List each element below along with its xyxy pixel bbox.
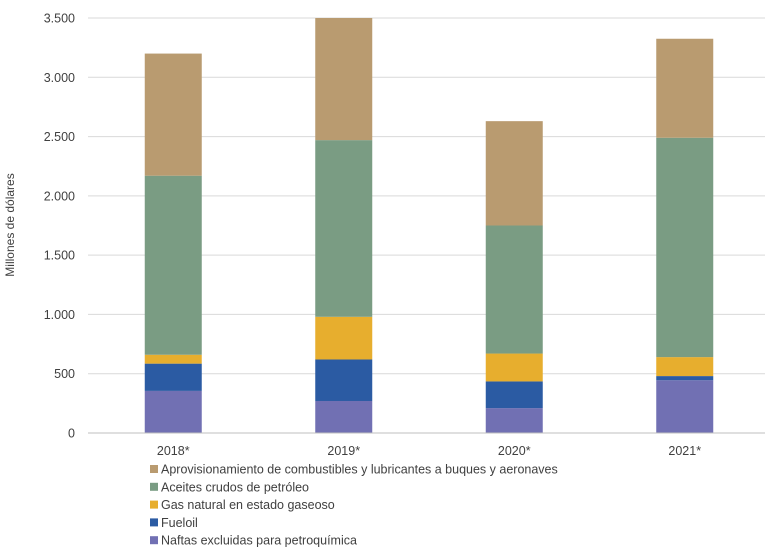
- bar-segment: [144, 354, 202, 364]
- legend-label: Gas natural en estado gaseoso: [161, 498, 335, 512]
- legend-item: Aprovisionamiento de combustibles y lubr…: [150, 463, 558, 477]
- bar-segment: [315, 400, 373, 433]
- bar-segment: [144, 363, 202, 391]
- x-tick-label: 2021*: [668, 444, 701, 458]
- bar-segment: [315, 140, 373, 317]
- legend: Aprovisionamiento de combustibles y lubr…: [150, 463, 558, 548]
- legend-label: Aceites crudos de petróleo: [161, 480, 309, 494]
- x-tick-label: 2018*: [157, 444, 190, 458]
- legend-item: Naftas excluidas para petroquímica: [150, 534, 357, 548]
- y-tick-label: 3.000: [44, 71, 75, 85]
- bar-segment: [656, 376, 714, 381]
- y-tick-label: 0: [68, 427, 75, 441]
- bar-segment: [656, 38, 714, 138]
- bar-segment: [656, 380, 714, 433]
- y-axis-title: Millones de dólares: [3, 173, 17, 276]
- bar-segment: [144, 53, 202, 176]
- bar-segment: [315, 316, 373, 360]
- axes: 0 500 1.000 1.500 2.000 2.500 3.000 3.500 2018* 2…: [44, 12, 765, 458]
- bar-segment: [144, 390, 202, 433]
- legend-label: Fueloil: [161, 516, 198, 530]
- y-tick-label: 500: [54, 367, 75, 381]
- legend-swatch: [150, 518, 158, 527]
- legend-label: Naftas excluidas para petroquímica: [161, 534, 357, 548]
- y-tick-label: 1.500: [44, 249, 75, 263]
- legend-swatch: [150, 500, 158, 509]
- bar-segment: [485, 121, 543, 226]
- bar-segment: [485, 225, 543, 354]
- x-tick-label: 2020*: [498, 444, 531, 458]
- bars: [144, 18, 714, 433]
- legend-label: Aprovisionamiento de combustibles y lubr…: [161, 463, 558, 477]
- legend-swatch: [150, 465, 158, 473]
- y-tick-label: 2.500: [44, 130, 75, 144]
- legend-item: Fueloil: [150, 516, 198, 530]
- bar-segment: [485, 408, 543, 433]
- bar-segment: [315, 359, 373, 401]
- bar-segment: [656, 357, 714, 377]
- legend-swatch: [150, 482, 158, 491]
- y-tick-label: 2.000: [44, 189, 75, 203]
- legend-swatch: [150, 536, 158, 545]
- bar-segment: [144, 175, 202, 355]
- y-tick-label: 3.500: [44, 12, 75, 26]
- bar-segment: [656, 137, 714, 358]
- y-tick-label: 1.000: [44, 308, 75, 322]
- bar-segment: [485, 353, 543, 382]
- x-tick-label: 2019*: [327, 444, 360, 458]
- bar-segment: [315, 18, 373, 141]
- legend-item: Gas natural en estado gaseoso: [150, 498, 335, 512]
- legend-item: Aceites crudos de petróleo: [150, 480, 309, 494]
- bar-segment: [485, 381, 543, 409]
